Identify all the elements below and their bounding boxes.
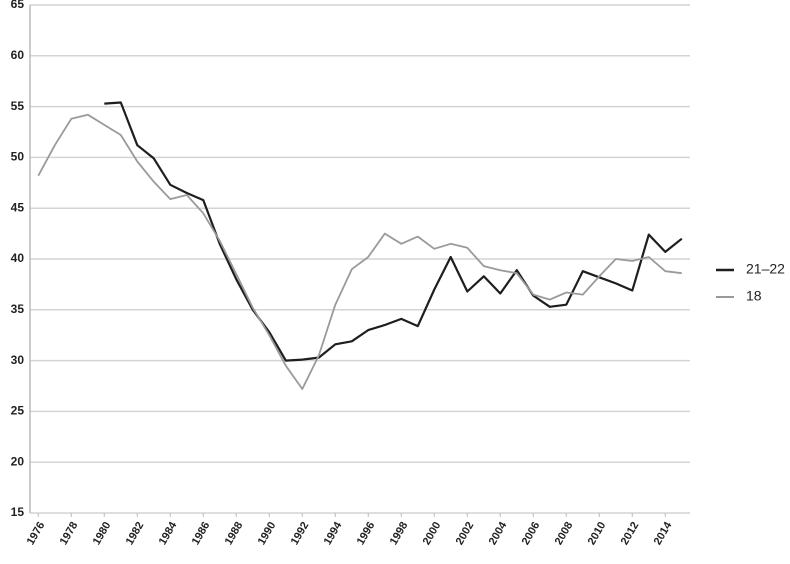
x-tick-label: 1996 (355, 520, 378, 547)
y-tick-label: 60 (11, 48, 25, 62)
legend-label: 21–22 (746, 261, 785, 277)
x-tick-label: 1998 (388, 520, 411, 547)
x-tick-label: 1978 (58, 520, 81, 547)
x-tick-label: 1990 (256, 520, 279, 547)
x-tick-label: 2004 (487, 519, 510, 547)
legend-label: 18 (746, 288, 762, 304)
y-tick-label: 45 (11, 200, 25, 214)
y-tick-label: 30 (11, 353, 25, 367)
y-tick-label: 65 (11, 0, 25, 11)
series-line (104, 101, 683, 362)
x-tick-label: 2000 (421, 520, 444, 547)
y-tick-label: 50 (11, 150, 25, 164)
x-tick-label: 2006 (520, 520, 543, 547)
y-tick-label: 40 (11, 251, 25, 265)
x-tick-label: 2014 (652, 519, 675, 547)
x-tick-label: 1994 (322, 519, 345, 547)
x-tick-label: 1988 (223, 520, 246, 547)
y-tick-label: 25 (11, 404, 25, 418)
y-tick-label: 55 (11, 99, 25, 113)
x-tick-label: 2002 (454, 520, 477, 547)
y-tick-label: 20 (11, 454, 25, 468)
x-tick-label: 2008 (553, 520, 576, 547)
series-line (37, 113, 682, 390)
x-tick-label: 1976 (25, 520, 48, 547)
x-tick-label: 1982 (124, 520, 147, 547)
x-tick-label: 1986 (190, 520, 213, 547)
x-tick-label: 2010 (586, 520, 609, 547)
x-tick-label: 1980 (91, 520, 114, 547)
x-tick-label: 2012 (619, 520, 642, 547)
y-tick-label: 15 (11, 505, 25, 519)
x-tick-label: 1992 (289, 520, 312, 547)
x-tick-label: 1984 (157, 519, 180, 547)
y-tick-label: 35 (11, 302, 25, 316)
